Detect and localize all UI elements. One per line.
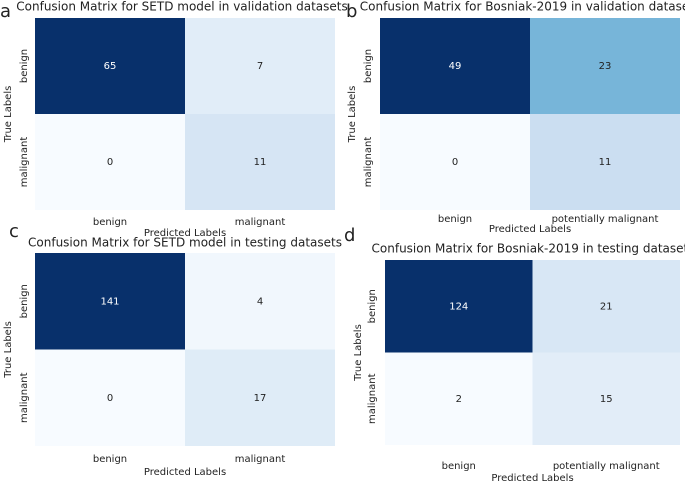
heatmap-cell [385, 260, 533, 353]
x-axis-label: Predicted Labels [144, 467, 226, 478]
chart-title: Confusion Matrix for Bosniak-2019 in val… [360, 0, 685, 14]
cell-value: 23 [599, 61, 612, 72]
heatmap-cell [35, 253, 185, 350]
heatmap-cell [185, 253, 335, 350]
x-tick-label: benign [93, 454, 127, 465]
y-tick-label: malignant [19, 372, 30, 423]
cell-value: 4 [257, 296, 263, 307]
heatmap-cell [385, 352, 533, 445]
x-tick-label: malignant [235, 217, 286, 228]
chart-title: Confusion Matrix for SETD model in valid… [16, 0, 347, 14]
cell-value: 7 [257, 61, 263, 72]
heatmap-cell [380, 114, 530, 210]
heatmap-cell [185, 18, 335, 114]
cell-value: 2 [456, 394, 462, 405]
x-tick-label: benign [442, 461, 476, 472]
heatmap-cell [35, 18, 185, 114]
heatmap-cell [380, 18, 530, 114]
x-tick-label: potentially malignant [552, 214, 659, 225]
chart-title: Confusion Matrix for Bosniak-2019 in tes… [372, 242, 685, 256]
x-tick-label: malignant [235, 454, 286, 465]
y-axis-label: True Labels [353, 324, 364, 382]
y-axis-label: True Labels [3, 321, 14, 379]
heatmap-cell [532, 260, 680, 353]
y-tick-label: benign [367, 289, 378, 323]
cell-value: 21 [600, 301, 613, 312]
panel-letter: c [9, 221, 19, 242]
x-tick-label: potentially malignant [553, 461, 660, 472]
cell-value: 0 [107, 393, 113, 404]
heatmap-cell [185, 349, 335, 446]
y-axis-label: True Labels [347, 86, 358, 144]
y-tick-label: malignant [367, 373, 378, 424]
y-axis-label: True Labels [3, 86, 14, 144]
cell-value: 15 [600, 394, 613, 405]
heatmap-cell [530, 18, 680, 114]
x-axis-label: Predicted Labels [491, 473, 573, 482]
x-axis-label: Predicted Labels [144, 228, 226, 239]
x-tick-label: benign [438, 214, 472, 225]
x-axis-label: Predicted Labels [489, 224, 571, 235]
cell-value: 11 [254, 157, 267, 168]
cell-value: 0 [452, 157, 458, 168]
y-tick-label: benign [19, 49, 30, 83]
cell-value: 17 [254, 393, 267, 404]
heatmap-cell [35, 114, 185, 210]
cell-value: 11 [599, 157, 612, 168]
heatmap-cell [530, 114, 680, 210]
chart-title: Confusion Matrix for SETD model in testi… [28, 236, 342, 250]
panel-letter: b [346, 1, 357, 22]
panel-letter: d [344, 225, 355, 246]
heatmap-cell [35, 349, 185, 446]
y-tick-label: malignant [19, 137, 30, 188]
panel-letter: a [0, 1, 11, 22]
y-tick-label: malignant [363, 137, 374, 188]
heatmap-cell [185, 114, 335, 210]
cell-value: 0 [107, 157, 113, 168]
cell-value: 141 [100, 296, 119, 307]
cell-value: 49 [449, 61, 462, 72]
x-tick-label: benign [93, 217, 127, 228]
y-tick-label: benign [19, 284, 30, 318]
y-tick-label: benign [363, 49, 374, 83]
cell-value: 124 [449, 301, 468, 312]
heatmap-cell [532, 352, 680, 445]
cell-value: 65 [104, 61, 117, 72]
